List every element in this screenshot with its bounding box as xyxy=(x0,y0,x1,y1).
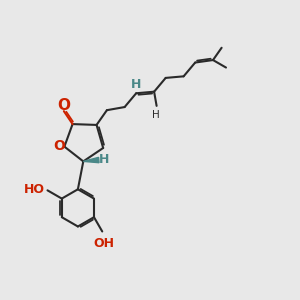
Text: OH: OH xyxy=(93,237,114,250)
Text: O: O xyxy=(57,98,70,113)
Polygon shape xyxy=(83,157,99,163)
Text: H: H xyxy=(98,153,109,166)
Text: HO: HO xyxy=(24,183,45,196)
Text: H: H xyxy=(130,78,141,91)
Text: H: H xyxy=(152,110,160,120)
Text: O: O xyxy=(53,139,65,153)
